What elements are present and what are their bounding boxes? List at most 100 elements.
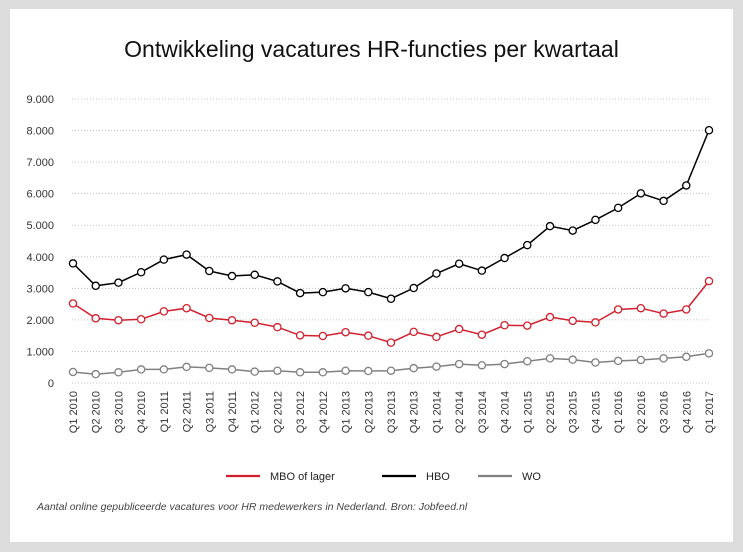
x-tick-label: Q4 2010 [136, 391, 148, 433]
data-point [136, 315, 146, 324]
x-tick-label: Q3 2014 [477, 391, 489, 433]
x-tick-label: Q2 2012 [272, 391, 284, 433]
data-point [386, 366, 396, 375]
data-point [318, 368, 328, 377]
data-point [523, 356, 532, 366]
data-point [545, 221, 555, 231]
data-point [182, 362, 191, 372]
data-point [205, 266, 214, 276]
data-point [454, 259, 464, 268]
data-point [591, 215, 600, 225]
legend-label: MBO of lager [270, 471, 335, 483]
data-point [409, 327, 418, 337]
data-point [636, 189, 646, 198]
data-point [500, 321, 509, 330]
data-point [568, 316, 577, 326]
x-tick-label: Q4 2012 [318, 391, 330, 433]
y-tick-label: 0 [48, 378, 54, 390]
data-point [613, 305, 623, 314]
x-tick-label: Q1 2013 [341, 391, 353, 433]
data-point [182, 250, 191, 259]
x-tick-label: Q3 2013 [386, 391, 398, 433]
x-tick-label: Q1 2010 [68, 391, 80, 433]
data-point [591, 318, 600, 327]
x-tick-label: Q3 2010 [113, 391, 125, 433]
data-point [682, 181, 691, 190]
data-point [523, 321, 532, 330]
source-note: Aantal online gepubliceerde vacatures vo… [37, 501, 468, 513]
x-tick-label: Q4 2014 [500, 391, 512, 433]
data-point [273, 322, 282, 332]
data-point [568, 355, 577, 364]
data-point [91, 281, 100, 291]
y-tick-label: 1.000 [26, 346, 54, 358]
data-point [68, 367, 78, 377]
x-tick-label: Q1 2017 [704, 391, 716, 433]
data-point [205, 313, 214, 323]
gridlines [72, 98, 710, 384]
y-tick-label: 7.000 [26, 157, 54, 169]
x-axis-ticks: Q1 2010 Q2 2010 Q3 2010 Q4 2010 Q1 2011 Q2 20… [68, 391, 716, 433]
data-point [295, 288, 305, 298]
data-point [454, 359, 464, 369]
data-point [159, 365, 169, 374]
data-point [682, 305, 691, 314]
data-point [500, 253, 509, 263]
x-tick-label: Q4 2011 [227, 391, 239, 432]
line-chart: 0 1.000 2.000 3.000 4.000 5.000 6.000 7.000 8.00… [26, 94, 716, 483]
data-point [250, 367, 259, 376]
x-tick-label: Q1 2012 [250, 391, 262, 433]
y-axis-ticks: 0 1.000 2.000 3.000 4.000 5.000 6.000 7.000 8.00… [26, 94, 54, 390]
data-point [295, 331, 305, 340]
data-point [227, 365, 237, 374]
data-point [386, 338, 396, 347]
data-point [68, 259, 78, 268]
y-tick-label: 5.000 [26, 220, 54, 232]
data-point [295, 368, 305, 377]
data-point [318, 331, 328, 341]
data-point [114, 315, 123, 325]
data-point [477, 330, 487, 339]
data-point [341, 284, 350, 293]
data-point [364, 366, 373, 376]
data-point [659, 309, 668, 318]
data-point [341, 327, 350, 337]
data-point [91, 369, 100, 379]
data-point [68, 299, 78, 308]
x-tick-label: Q1 2016 [613, 391, 625, 433]
data-point [545, 312, 555, 322]
data-point [500, 359, 509, 369]
data-point [250, 318, 259, 327]
data-point [409, 283, 418, 293]
data-point [432, 362, 441, 371]
data-point [159, 307, 169, 316]
data-point [318, 287, 328, 297]
x-tick-label: Q1 2011 [159, 391, 171, 432]
x-tick-label: Q2 2015 [545, 391, 557, 433]
data-point [704, 125, 714, 135]
data-point [409, 363, 418, 373]
data-point [704, 276, 714, 286]
legend-label: HBO [426, 471, 450, 483]
x-tick-label: Q2 2013 [363, 391, 375, 433]
legend: MBO of lager HBO WO [226, 471, 541, 483]
x-tick-label: Q4 2013 [409, 391, 421, 433]
series-hbo [68, 125, 714, 303]
series-lines [68, 125, 714, 379]
data-point [227, 271, 237, 281]
data-point [205, 363, 214, 373]
data-point [432, 269, 441, 278]
data-point [114, 278, 123, 287]
data-point [386, 294, 396, 303]
data-point [114, 368, 123, 377]
data-point [523, 240, 532, 250]
x-tick-label: Q3 2012 [295, 391, 307, 433]
y-tick-label: 3.000 [26, 283, 54, 295]
data-point [159, 255, 169, 264]
data-point [659, 354, 668, 363]
data-point [136, 365, 146, 374]
y-tick-label: 4.000 [26, 252, 54, 264]
data-point [182, 303, 191, 313]
chart-card: Ontwikkeling vacatures HR-functies per k… [10, 9, 733, 542]
data-point [91, 314, 100, 323]
